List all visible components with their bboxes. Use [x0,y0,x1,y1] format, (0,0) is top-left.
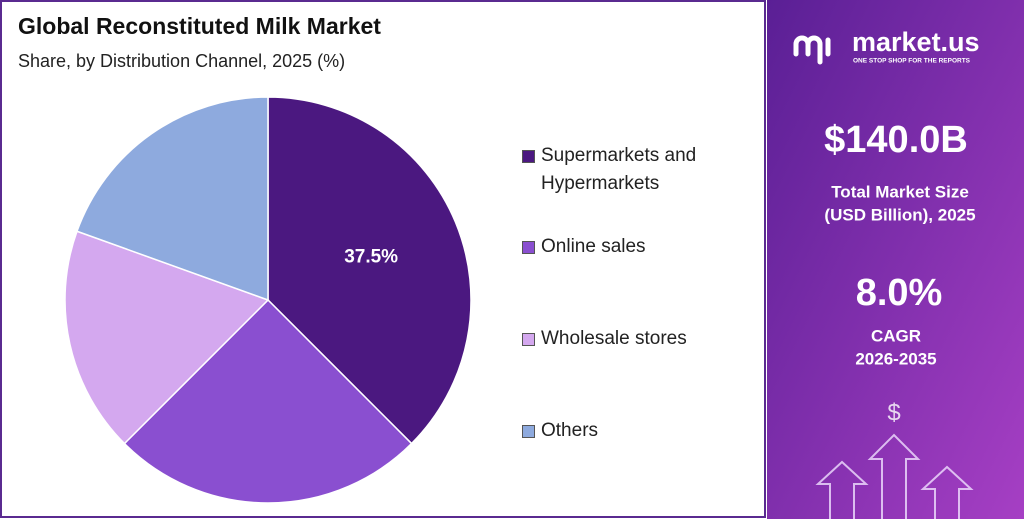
cagr: 8.0% [856,272,943,314]
svg-text:$: $ [887,399,900,426]
arrows-decoration: $ [815,399,974,519]
chart-title: Global Reconstituted Milk Market [18,13,381,39]
brand: market.us [852,27,980,57]
chart-subtitle: Share, by Distribution Channel, 2025 (%) [18,51,345,71]
cagr-label: CAGR [871,326,921,345]
legend-label: Online sales [541,236,646,257]
legend-label: Supermarkets and Hypermarkets [541,145,697,194]
legend-label: Wholesale stores [541,328,687,349]
data-label: 37.5% [344,246,398,267]
market-size: $140.0B [824,119,968,161]
legend-swatch [522,425,535,438]
cagr-period: 2026-2035 [855,349,936,368]
legend-item: Supermarkets and Hypermarkets [522,142,742,198]
legend-swatch [522,241,535,254]
pie-slice [267,96,472,445]
market-size-label: (USD Billion), 2025 [824,205,975,224]
market-size-label: Total Market Size [831,182,969,201]
legend-swatch [522,333,535,346]
pie-slice [123,298,413,504]
sidebar-panel [767,0,1024,519]
pie-slice [64,230,270,445]
legend-item: Wholesale stores [522,325,742,353]
legend-swatch [522,150,535,163]
legend-label: Others [541,420,599,441]
tagline: ONE STOP SHOP FOR THE REPORTS [853,58,971,65]
legend-item: Online sales [522,233,742,261]
legend-item: Others [522,417,742,445]
logo-icon [793,35,831,65]
pie-slice [76,96,269,302]
